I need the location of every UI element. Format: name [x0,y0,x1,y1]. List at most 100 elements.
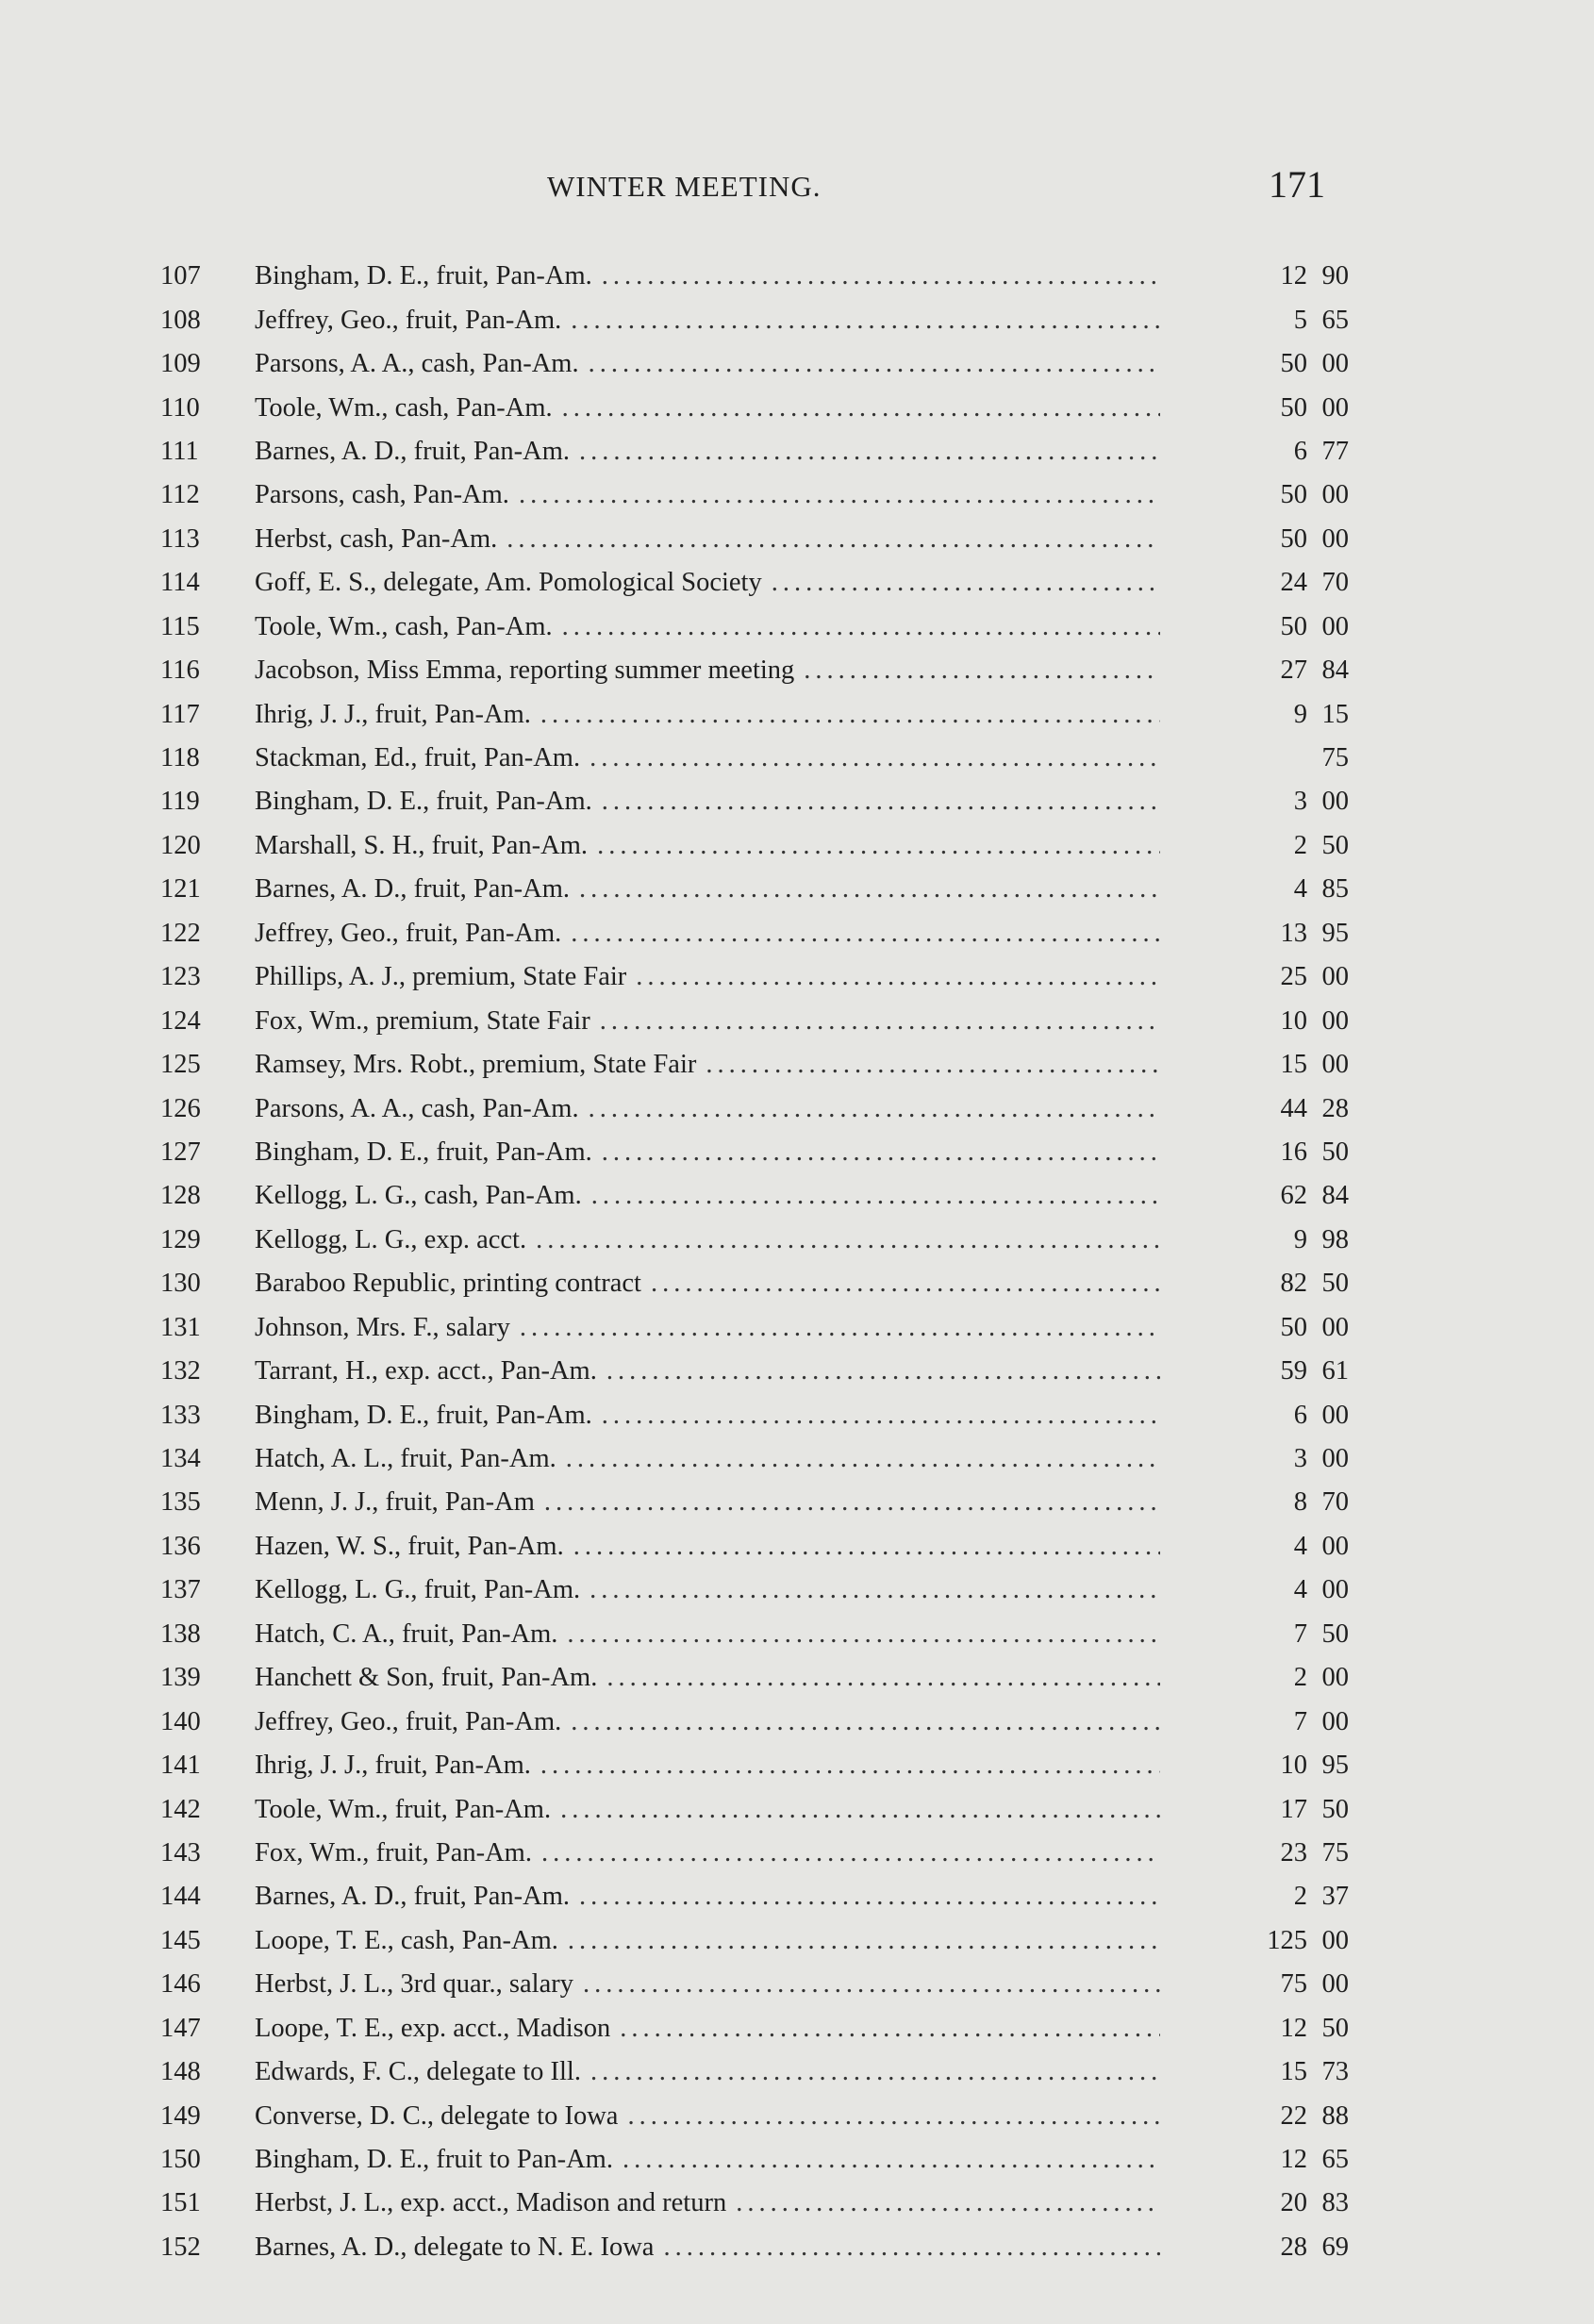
dot-leader [589,1574,1160,1606]
dot-leader [591,1180,1160,1212]
voucher-number: 123 [160,962,201,992]
entry-description: Kellogg, L. G., exp. acct. [255,1224,527,1254]
dot-leader [506,523,1160,556]
amount: 7 50 [1160,1619,1349,1650]
amount-dollars: 10 [1280,1005,1308,1036]
amount-cents: 00 [1321,1005,1350,1036]
ledger-row: 143 Fox, Wm., fruit, Pan-Am. 23 75 [160,1832,1349,1875]
amount-cents: 85 [1321,874,1350,905]
amount: 15 00 [1160,1050,1350,1080]
ledger-row: 137 Kellogg, L. G., fruit, Pan-Am. 4 00 [160,1569,1349,1612]
voucher-number: 142 [160,1794,201,1824]
voucher-number: 138 [160,1618,201,1649]
entry-description: Hatch, A. L., fruit, Pan-Am. [255,1444,556,1474]
dot-leader [597,830,1160,862]
amount-cents: 70 [1321,1487,1350,1518]
amount: 22 88 [1160,2101,1350,2132]
amount: 2 37 [1160,1882,1349,1912]
amount: 10 00 [1160,1005,1350,1037]
amount-dollars: 16 [1280,1137,1308,1167]
voucher-number: 145 [160,1925,201,1955]
dot-leader [602,1400,1160,1432]
page-title: WINTER MEETING. [547,170,822,203]
amount-dollars: 12 [1280,2013,1308,2043]
dot-leader [804,655,1160,687]
amount: 24 70 [1160,568,1350,598]
amount-dollars: 13 [1280,918,1308,948]
amount-cents: 50 [1321,1794,1350,1824]
amount-cents: 00 [1321,1969,1350,2000]
dot-leader [544,1486,1160,1519]
entry-description: Loope, T. E., exp. acct., Madison [255,2013,611,2043]
amount: 2 00 [1160,1663,1349,1693]
dot-leader [540,699,1160,731]
ledger-row: 118 Stackman, Ed., fruit, Pan-Am. 75 [160,737,1349,780]
ledger-row: 141 Ihrig, J. J., fruit, Pan-Am. 10 95 [160,1744,1349,1787]
voucher-number: 143 [160,1837,201,1868]
ledger-row: 134 Hatch, A. L., fruit, Pan-Am. 3 00 [160,1437,1349,1481]
entry-description: Marshall, S. H., fruit, Pan-Am. [255,830,589,860]
amount-dollars: 8 [1293,1487,1307,1518]
amount-cents: 95 [1321,1751,1350,1781]
ledger-row: 107 Bingham, D. E., fruit, Pan-Am. 12 90 [160,255,1349,298]
amount: 50 00 [1160,1313,1350,1343]
entry-description: Kellogg, L. G., cash, Pan-Am. [255,1181,582,1211]
dot-leader [562,611,1160,643]
amount-dollars: 3 [1293,1444,1307,1474]
entry-description: Parsons, cash, Pan-Am. [255,480,509,510]
voucher-number: 116 [160,656,200,686]
voucher-number: 146 [160,1969,201,2000]
amount: 17 50 [1160,1794,1350,1825]
voucher-number: 141 [160,1751,201,1781]
voucher-number: 130 [160,1269,201,1299]
amount-dollars: 4 [1293,1531,1307,1561]
dot-leader [579,1881,1160,1913]
amount-cents: 50 [1321,1137,1350,1167]
amount-dollars: 24 [1280,568,1308,598]
amount-cents: 15 [1321,699,1350,729]
amount-dollars: 50 [1280,349,1308,379]
entry-description: Herbst, J. L., exp. acct., Madison and r… [255,2188,727,2218]
entry-description: Herbst, cash, Pan-Am. [255,523,498,554]
dot-leader [573,1531,1160,1563]
ledger-row: 130 Baraboo Republic, printing contract 82… [160,1262,1349,1305]
voucher-number: 139 [160,1663,201,1693]
voucher-number: 137 [160,1575,201,1605]
amount: 6 00 [1160,1401,1349,1431]
entry-description: Bingham, D. E., fruit, Pan-Am. [255,1400,592,1430]
amount-cents: 37 [1321,1882,1350,1912]
ledger-row: 117 Ihrig, J. J., fruit, Pan-Am. 9 15 [160,692,1349,736]
amount-dollars: 75 [1280,1969,1308,2000]
amount-cents: 77 [1321,436,1350,466]
dot-leader [589,348,1160,380]
ledger-row: 112 Parsons, cash, Pan-Am. 50 00 [160,473,1349,517]
amount-cents: 00 [1321,962,1350,992]
amount-cents: 50 [1321,1618,1350,1649]
amount: 2 50 [1160,831,1349,861]
amount: 12 90 [1160,261,1350,291]
amount-cents: 00 [1321,1575,1350,1605]
ledger-row: 126 Parsons, A. A., cash, Pan-Am. 44 28 [160,1087,1349,1130]
entry-description: Barnes, A. D., fruit, Pan-Am. [255,1882,571,1912]
amount-cents: 65 [1321,305,1350,335]
dot-leader [520,1312,1160,1344]
amount-dollars: 12 [1280,2145,1308,2175]
amount: 13 95 [1160,918,1350,949]
amount-dollars: 12 [1280,261,1308,291]
voucher-number: 120 [160,830,201,860]
ledger-row: 124 Fox, Wm., premium, State Fair 10 00 [160,999,1349,1042]
amount-cents: 95 [1321,918,1350,948]
amount-dollars: 2 [1293,1882,1307,1912]
ledger-row: 150 Bingham, D. E., fruit to Pan-Am. 12 65 [160,2138,1349,2182]
dot-leader [736,2187,1160,2219]
entry-description: Herbst, J. L., 3rd quar., salary [255,1969,573,2000]
voucher-number: 108 [160,305,201,335]
voucher-number: 135 [160,1487,201,1518]
dot-leader [600,1005,1160,1038]
entry-description: Jeffrey, Geo., fruit, Pan-Am. [255,305,562,335]
ledger-row: 139 Hanchett & Son, fruit, Pan-Am. 2 00 [160,1656,1349,1700]
amount-cents: 00 [1321,480,1350,510]
amount-cents: 00 [1321,1706,1350,1736]
